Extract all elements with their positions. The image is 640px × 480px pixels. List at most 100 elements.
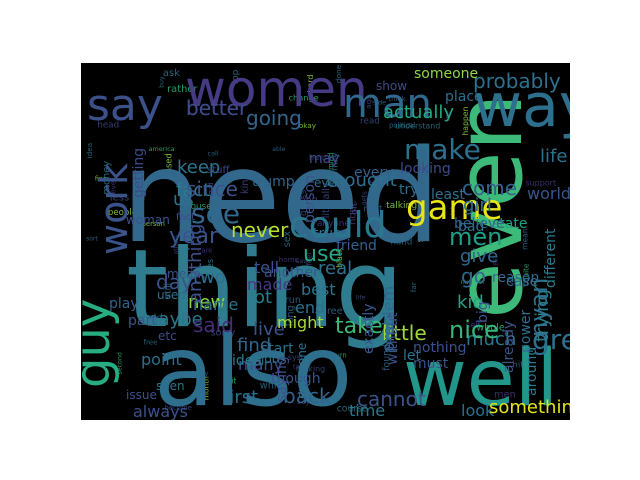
word-day: day [156, 270, 193, 294]
word-feel: feel [306, 253, 314, 266]
word-care: care [198, 247, 213, 255]
word-around: around [524, 347, 540, 396]
word-person: person [302, 175, 318, 223]
word-ever: ever [314, 176, 341, 190]
word-place: place [445, 89, 483, 105]
word-better: better [186, 96, 248, 120]
word-yes: yes [206, 258, 216, 274]
word-gets: gets [361, 191, 369, 206]
word-point: point [141, 350, 182, 369]
word-stuff: stuff [207, 165, 230, 176]
word-trying: trying [532, 289, 553, 342]
word-still: still [164, 283, 174, 299]
word-course: course [337, 404, 368, 415]
word-something: something [489, 397, 570, 418]
word-men: men [494, 389, 516, 400]
word-guy: guy [81, 299, 121, 388]
word-since: since [186, 177, 238, 201]
word-person: person [142, 220, 165, 228]
word-whole: whole [476, 322, 505, 333]
word-change: change [289, 93, 319, 103]
word-let: let [403, 348, 422, 364]
word-least: least [431, 187, 465, 203]
word-next: next [363, 205, 383, 215]
word-true: true [313, 226, 342, 242]
word-bit: bit [350, 202, 360, 214]
word-must: must [413, 356, 449, 372]
word-thing: thing [126, 227, 404, 352]
word-law: law [489, 180, 497, 192]
word-making: making [296, 365, 325, 374]
word-understand: understand [395, 122, 440, 131]
wordcloud-panel: idea read post fine whole ask run ago sort life ca… [81, 63, 570, 420]
word-much: much [466, 329, 516, 350]
word-getting: getting [131, 148, 147, 198]
word-quite: quite [521, 263, 530, 282]
word-little: little [382, 321, 427, 345]
word-think: think [388, 95, 405, 103]
word-even: even [436, 93, 543, 319]
word-money: money [101, 161, 112, 195]
word-etc: etc [158, 329, 177, 343]
word-seen: seen [156, 379, 185, 393]
word-number: number [461, 279, 486, 286]
word-two: two [193, 267, 226, 288]
word-say: say [297, 397, 311, 406]
word-saying: saying [274, 356, 290, 402]
word-need: need [121, 123, 441, 272]
word-pay: pay [196, 370, 209, 378]
word-exactly: exactly [361, 303, 377, 354]
word-sex: sex [282, 231, 293, 248]
word-home: home [279, 255, 299, 264]
word-ago: ago [364, 95, 373, 108]
word-many: many [238, 355, 283, 374]
word-month: month [202, 376, 211, 400]
word-might: might [277, 313, 324, 332]
word-rest: rest [491, 255, 499, 268]
word-hope: hope [348, 200, 359, 225]
word-hit: hit [227, 377, 237, 386]
word-always: always [133, 402, 188, 420]
word-problem: problem [379, 286, 398, 352]
word-agree: agree [315, 306, 343, 317]
word-everyone: everyone [295, 343, 309, 399]
word-already: already [501, 321, 517, 373]
word-mean: mean [167, 267, 201, 281]
word-going: going [246, 106, 302, 130]
word-lol: lol [449, 207, 457, 215]
word-lot: lot [249, 287, 272, 308]
word-call: call [208, 150, 219, 158]
word-guess: guess [299, 189, 309, 216]
word-sort: sort [86, 236, 98, 243]
word-first: first [223, 387, 258, 408]
word-someone: someone [414, 66, 478, 82]
word-read: read [360, 117, 380, 127]
word-without: without [385, 312, 401, 365]
word-free: free [144, 338, 158, 347]
word-life: life [540, 146, 567, 167]
word-end: end [295, 298, 325, 317]
word-okay: okay [299, 121, 317, 130]
word-never: never [231, 218, 289, 242]
word-self: self [466, 320, 480, 330]
word-keep: keep [177, 157, 220, 178]
word-work: work [92, 163, 136, 255]
word-nice: nice [449, 316, 499, 344]
word-way: way [473, 71, 570, 141]
word-world: world [527, 184, 570, 203]
word-say: say [87, 80, 163, 131]
word-wrong: wrong [288, 195, 318, 206]
word-found: found [382, 344, 393, 371]
word-kid: kid [457, 292, 484, 313]
word-hand: hand [391, 238, 413, 248]
word-name: name [193, 295, 238, 314]
word-people: people [108, 208, 137, 218]
word-part: part [128, 313, 157, 329]
word-better: better [186, 96, 248, 120]
word-based: based [164, 153, 174, 178]
word-make: make [404, 133, 481, 166]
word-case: case [506, 274, 538, 290]
word-old: old [148, 313, 163, 324]
word-fact: fact [176, 212, 195, 223]
word-fine: fine [95, 175, 107, 182]
